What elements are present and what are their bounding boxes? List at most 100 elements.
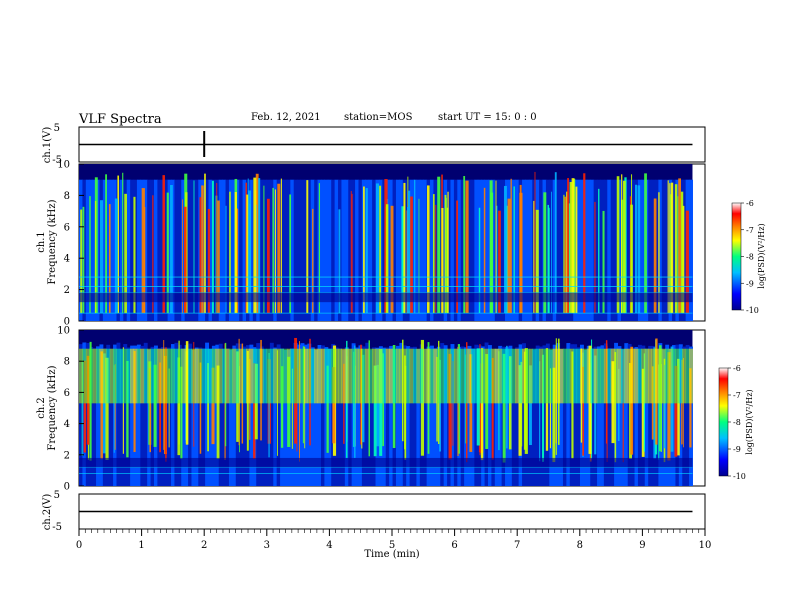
spectrogram-cell <box>590 348 595 486</box>
spectrogram-cell <box>562 348 567 486</box>
spectrogram-streak <box>225 205 227 314</box>
spectrogram-cell <box>637 344 642 486</box>
colorbar-tick-label: -8 <box>746 253 754 262</box>
spectrogram-cell <box>205 342 210 486</box>
spectrogram-band-cell <box>351 348 356 404</box>
spectrogram-band-cell <box>317 348 322 404</box>
spectrogram-cell <box>259 179 264 321</box>
spectrogram-streak <box>495 180 497 314</box>
spectrogram-streak <box>248 190 252 314</box>
spectrogram-cell <box>320 179 325 321</box>
spectrogram-band-cell <box>235 348 240 404</box>
spectrogram-cell <box>576 347 581 486</box>
spectrogram-cell <box>334 347 339 486</box>
spectrogram-cell <box>658 179 663 321</box>
spectrogram-band-cell <box>539 348 544 404</box>
spectrogram-streak <box>166 192 169 314</box>
spectrogram-band-cell <box>648 348 653 404</box>
spectrogram-streak <box>113 365 115 453</box>
spectrogram-cell <box>147 179 152 321</box>
spectrogram-band-cell <box>119 348 124 404</box>
spectrogram-cell <box>416 179 421 321</box>
spectrogram-cell <box>494 348 499 486</box>
spectrogram-band-cell <box>280 348 284 404</box>
spectrogram-cell <box>603 179 608 321</box>
spectrogram-band-cell <box>252 348 257 404</box>
spectrogram-cell <box>167 179 172 321</box>
spectrogram-band-cell <box>682 348 687 404</box>
spectrogram-streak <box>566 191 568 314</box>
spectrogram-band-cell <box>552 348 557 404</box>
spectrogram-cell <box>559 349 564 486</box>
spectrogram-cell <box>348 348 353 486</box>
spectrogram-cell <box>351 179 356 321</box>
spectrogram-streak <box>446 197 447 314</box>
spectrogram-cell <box>194 179 199 321</box>
spectrogram-cell <box>228 179 233 321</box>
spectrogram-band-cell <box>491 348 496 404</box>
spectrogram-cell <box>297 179 302 321</box>
spectrogram-cell <box>269 342 274 486</box>
spectrogram-cell <box>300 343 305 486</box>
spectrogram-cell <box>341 179 346 321</box>
spectrogram-streak <box>549 368 552 449</box>
spectrogram-cell <box>627 179 632 321</box>
spectrogram-streak <box>567 178 569 314</box>
spectrogram-cell <box>678 344 683 486</box>
spectrogram-streak <box>255 173 259 314</box>
spectrogram-streak <box>117 175 120 314</box>
spectrogram-band-cell <box>358 348 363 404</box>
spectrogram-band-cell <box>515 348 520 404</box>
spectrogram-band-cell <box>593 348 598 404</box>
spectrogram-cell <box>614 179 618 321</box>
colorbar-tick-label: -9 <box>746 279 754 288</box>
spectrogram-streak <box>100 200 104 314</box>
spectrogram-streak <box>569 182 573 314</box>
spectrogram-cell <box>348 179 353 321</box>
spectrogram-streak <box>153 364 157 447</box>
spectrogram-streak <box>490 192 494 314</box>
spectrogram-cell <box>399 342 404 486</box>
spectrogram-band-cell <box>562 348 567 404</box>
spectrogram-cell <box>239 179 244 321</box>
spectrogram-streak <box>351 193 353 314</box>
y-tick-label: 2 <box>64 285 70 296</box>
spectrogram-cell <box>511 349 516 486</box>
spectrogram-cell <box>174 179 179 321</box>
spectrogram-band-cell <box>85 348 90 404</box>
spectrogram-cell <box>286 179 291 321</box>
spectrogram-cell <box>136 344 141 486</box>
spectrogram-streak <box>547 204 550 314</box>
spectrogram-cell <box>208 348 213 486</box>
spectrogram-cell <box>672 179 676 321</box>
spectrogram-cell <box>320 345 325 486</box>
spectrogram-cell <box>314 349 319 486</box>
spectrogram-cell <box>225 179 230 321</box>
spectrogram-streak <box>216 365 220 459</box>
spectrogram-streak <box>234 192 237 314</box>
spectrogram-streak <box>535 209 539 314</box>
spectrogram-cell <box>324 179 329 321</box>
spectrogram-band-cell <box>92 348 97 404</box>
spectrogram-band-cell <box>208 348 213 404</box>
spectrogram-band-cell <box>157 348 162 404</box>
spectrogram-streak <box>432 194 435 314</box>
spectrogram-band-cell <box>102 348 107 404</box>
spectrogram-band-cell <box>607 348 612 404</box>
spectrogram-streak <box>365 188 368 314</box>
spectrogram-streak <box>201 185 204 314</box>
spectrogram-band-cell <box>338 348 342 404</box>
spectrogram-band-cell <box>470 348 475 404</box>
spectrogram-streak <box>441 207 444 314</box>
spectrogram-band-cell <box>201 348 206 404</box>
spectrogram-band-cell <box>501 348 506 404</box>
spectrogram-streak <box>170 185 173 314</box>
spectrogram-band-cell <box>487 348 492 404</box>
spectrogram-cell <box>573 344 578 486</box>
spectrogram-cell <box>528 179 533 321</box>
spectrogram-cell <box>344 179 349 321</box>
spectrogram-band-cell <box>133 348 138 404</box>
spectrogram-band-cell <box>443 348 448 404</box>
start-ut-label: start UT = 15: 0 : 0 <box>438 112 537 123</box>
